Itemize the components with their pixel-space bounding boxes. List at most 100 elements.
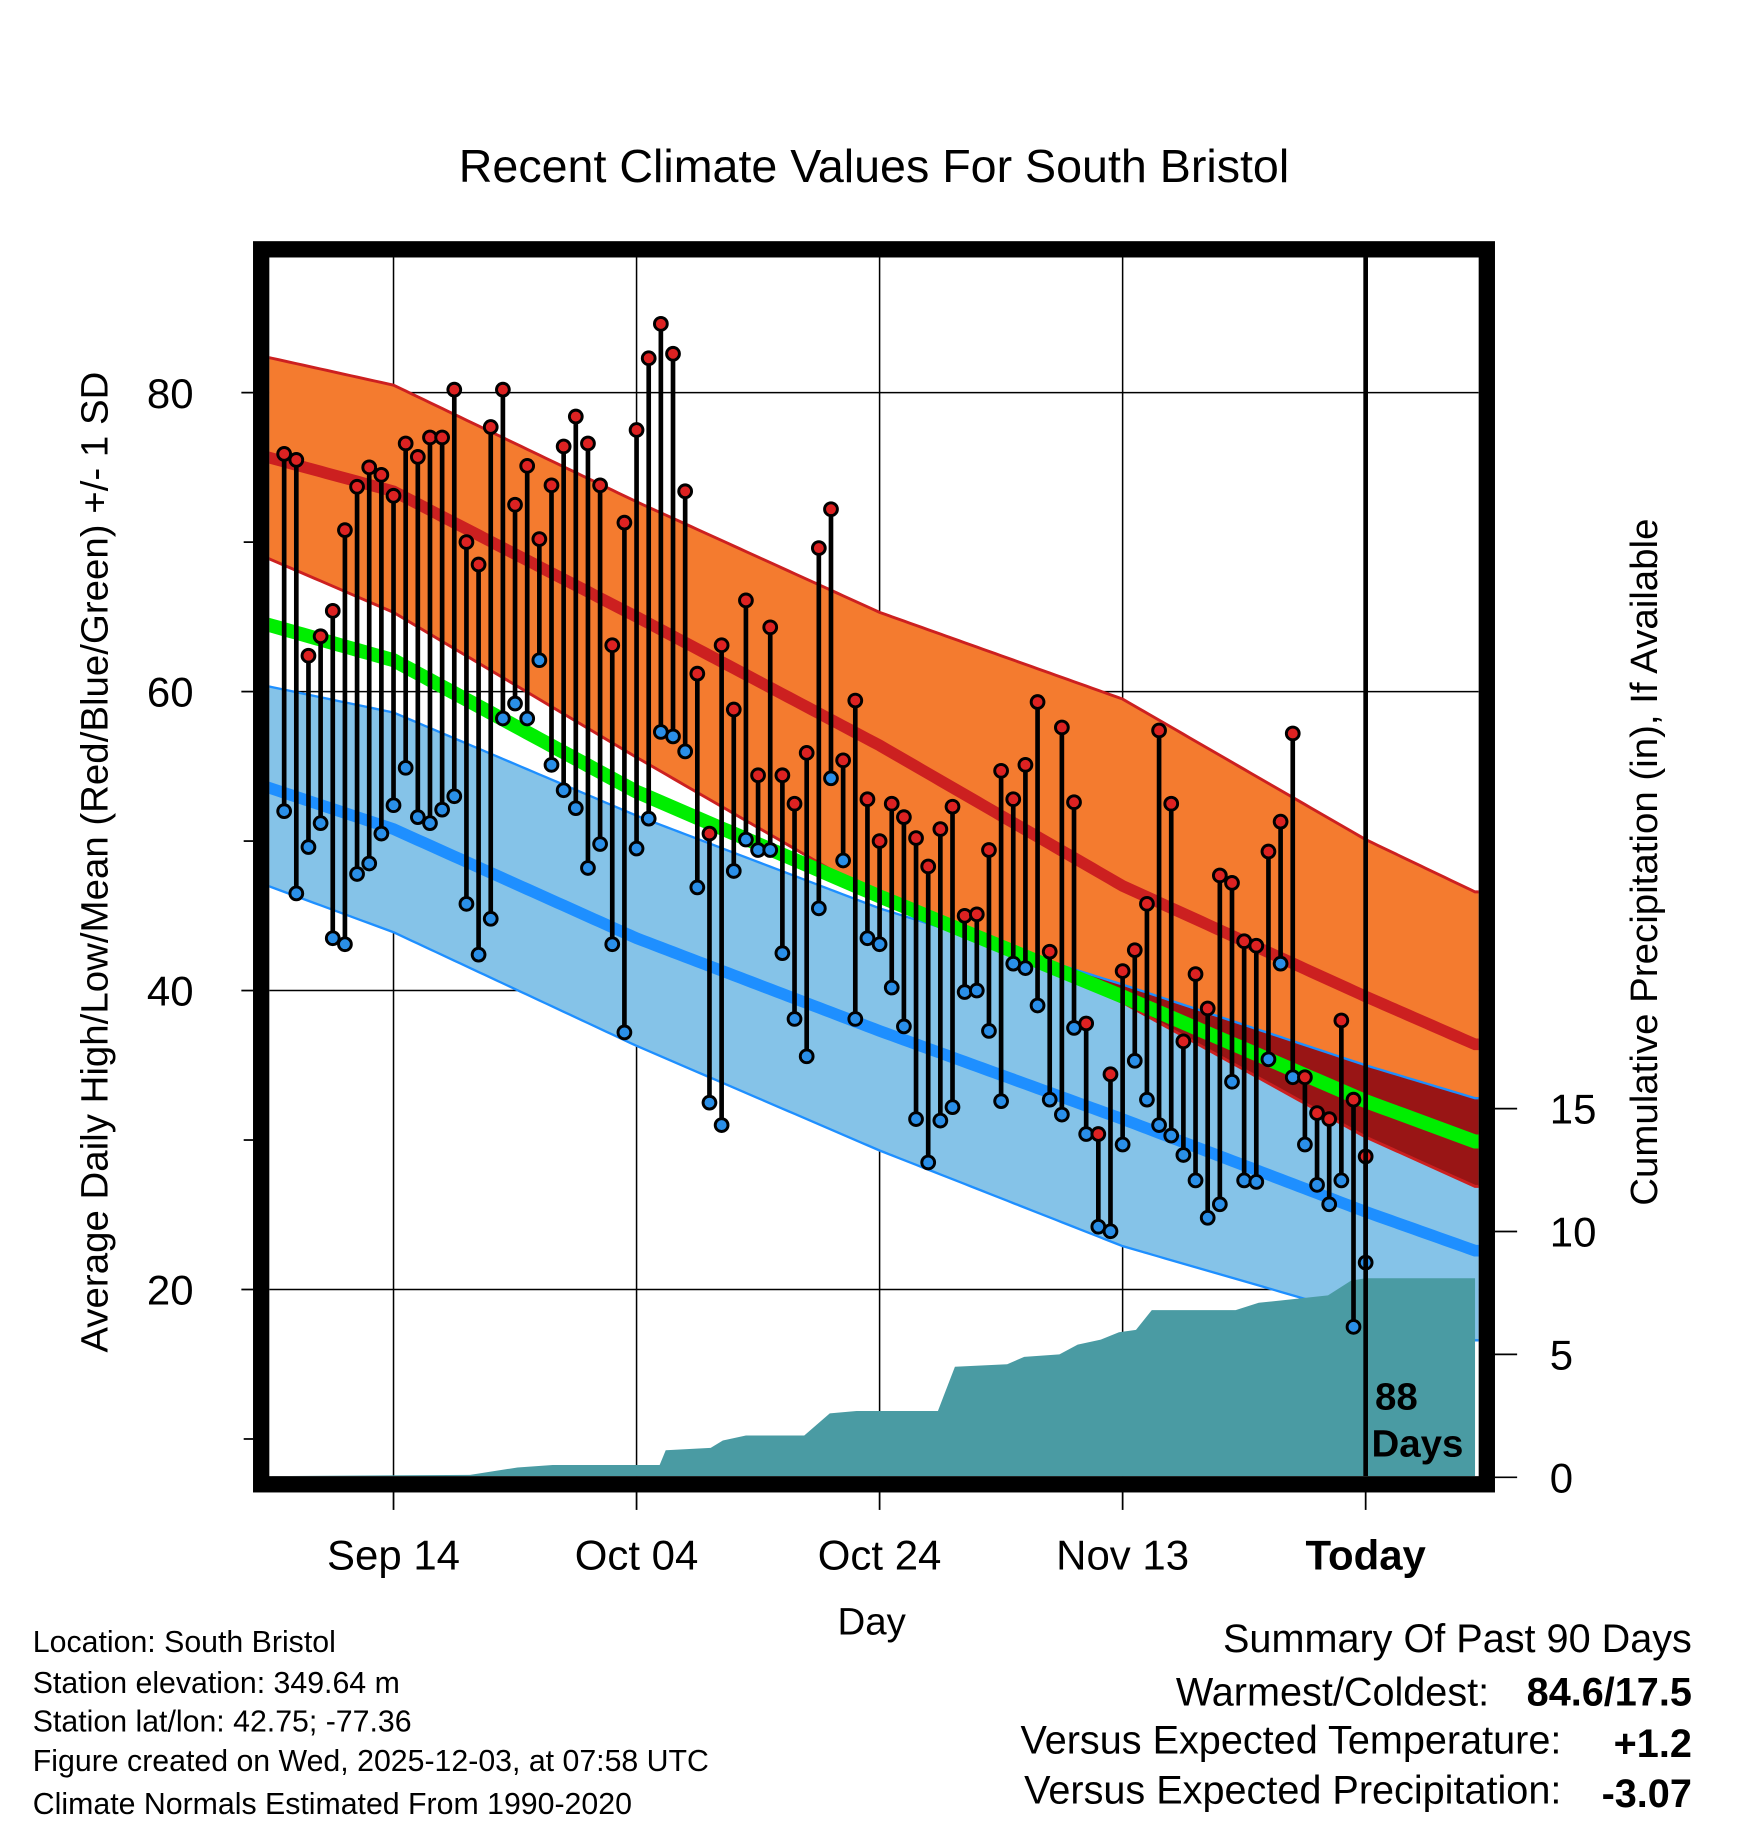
daily-high-point bbox=[324, 603, 341, 619]
daily-high-point bbox=[409, 449, 426, 465]
daily-high-point bbox=[1345, 1091, 1362, 1108]
temp-anomaly-label: Versus Expected Temperature: bbox=[1020, 1718, 1561, 1762]
y2-tick-label: 15 bbox=[1550, 1086, 1597, 1133]
daily-high-point bbox=[798, 745, 815, 761]
daily-high-point bbox=[701, 825, 718, 842]
daily-high-point bbox=[616, 514, 633, 531]
summary-panel: Summary Of Past 90 Days Warmest/Coldest:… bbox=[1020, 1617, 1691, 1816]
daily-low-point bbox=[944, 1099, 961, 1116]
daily-high-point bbox=[908, 830, 924, 846]
daily-high-point bbox=[677, 483, 694, 500]
daily-low-point bbox=[1309, 1177, 1325, 1193]
daily-low-point bbox=[1163, 1127, 1180, 1144]
daily-low-point bbox=[896, 1018, 912, 1035]
daily-low-point bbox=[847, 1011, 864, 1027]
daily-high-point bbox=[361, 459, 378, 476]
daily-high-point bbox=[1199, 1000, 1216, 1017]
daily-low-point bbox=[446, 788, 463, 805]
plot-frame bbox=[253, 241, 1495, 1493]
daily-high-point bbox=[1175, 1033, 1192, 1050]
daily-high-point bbox=[1163, 795, 1180, 812]
daily-low-point bbox=[495, 710, 511, 727]
daily-high-point bbox=[470, 556, 487, 573]
daily-observations bbox=[276, 316, 1374, 1335]
daily-low-point bbox=[1151, 1117, 1167, 1133]
daily-low-point bbox=[409, 809, 426, 826]
daily-high-point bbox=[1126, 942, 1143, 959]
daily-high-point bbox=[774, 767, 791, 784]
daily-high-point bbox=[1297, 1069, 1313, 1086]
daily-low-point bbox=[1017, 960, 1034, 976]
daily-high-point bbox=[1054, 719, 1070, 736]
daily-low-point bbox=[677, 743, 694, 760]
x-tick-label: Today bbox=[1305, 1531, 1426, 1578]
daily-high-point bbox=[738, 592, 754, 609]
daily-high-point bbox=[1187, 966, 1204, 982]
normals-text: Climate Normals Estimated From 1990-2020 bbox=[33, 1788, 632, 1821]
daily-low-point bbox=[810, 900, 827, 917]
y-tick-label: 60 bbox=[147, 669, 194, 716]
warmest-label: Warmest/Coldest: bbox=[1176, 1671, 1489, 1715]
daily-high-point bbox=[652, 316, 669, 332]
daily-low-point bbox=[422, 815, 438, 831]
low-sd-band bbox=[269, 686, 1479, 1341]
daily-high-point bbox=[665, 345, 681, 362]
daily-high-point bbox=[883, 795, 900, 812]
daily-high-point bbox=[482, 419, 499, 435]
daily-low-point bbox=[276, 803, 293, 820]
created-text: Figure created on Wed, 2025-12-03, at 07… bbox=[33, 1745, 709, 1778]
daily-high-point bbox=[835, 752, 852, 769]
daily-high-point bbox=[434, 429, 450, 446]
daily-low-point bbox=[640, 810, 657, 827]
daily-low-point bbox=[920, 1154, 937, 1171]
daily-low-point bbox=[1224, 1073, 1240, 1090]
daily-low-point bbox=[507, 695, 523, 712]
daily-low-point bbox=[324, 930, 341, 947]
daily-low-point bbox=[993, 1093, 1009, 1110]
daily-low-point bbox=[871, 936, 888, 953]
latlon-text: Station lat/lon: 42.75; -77.36 bbox=[33, 1705, 412, 1738]
daily-low-point bbox=[1260, 1051, 1277, 1068]
daily-high-point bbox=[896, 809, 912, 826]
daily-low-point bbox=[604, 936, 621, 953]
daily-low-point bbox=[567, 800, 584, 817]
daily-high-point bbox=[981, 842, 997, 858]
daily-high-point bbox=[276, 446, 293, 462]
daily-high-point bbox=[944, 798, 961, 815]
daily-high-point bbox=[932, 821, 949, 837]
daily-low-point bbox=[1272, 955, 1289, 972]
daily-low-point bbox=[701, 1094, 718, 1111]
daily-high-point bbox=[397, 435, 414, 452]
daily-high-point bbox=[640, 350, 657, 367]
daily-high-point bbox=[750, 767, 766, 784]
temp-anomaly-value: +1.2 bbox=[1614, 1722, 1692, 1766]
daily-low-point bbox=[1029, 997, 1046, 1014]
daily-low-point bbox=[1297, 1136, 1313, 1153]
daily-high-point bbox=[920, 858, 937, 875]
daily-high-point bbox=[1284, 725, 1301, 742]
daily-high-point bbox=[1090, 1126, 1107, 1142]
daily-high-point bbox=[458, 534, 475, 550]
daily-high-point bbox=[823, 501, 839, 518]
daily-high-point bbox=[1139, 895, 1155, 912]
daily-high-point bbox=[859, 791, 876, 808]
daily-low-point bbox=[361, 855, 378, 872]
warmest-value: 84.6/17.5 bbox=[1527, 1671, 1692, 1715]
daily-low-point bbox=[1175, 1147, 1192, 1163]
daily-low-point bbox=[337, 936, 353, 953]
daily-high-point bbox=[446, 381, 463, 398]
daily-high-point bbox=[531, 531, 548, 547]
daily-low-point bbox=[580, 860, 596, 876]
high-plus-sd-line bbox=[269, 356, 1479, 894]
daily-low-point bbox=[1199, 1209, 1216, 1226]
daily-high-point bbox=[993, 762, 1009, 779]
cumulative-precip-area bbox=[272, 1278, 1476, 1477]
daily-low-point bbox=[835, 852, 852, 869]
daily-high-point bbox=[762, 619, 779, 636]
daily-high-point bbox=[592, 477, 608, 494]
y-tick-label: 80 bbox=[147, 370, 194, 417]
daily-low-point bbox=[738, 831, 754, 848]
precip-anomaly-label: Versus Expected Precipitation: bbox=[1024, 1769, 1561, 1813]
